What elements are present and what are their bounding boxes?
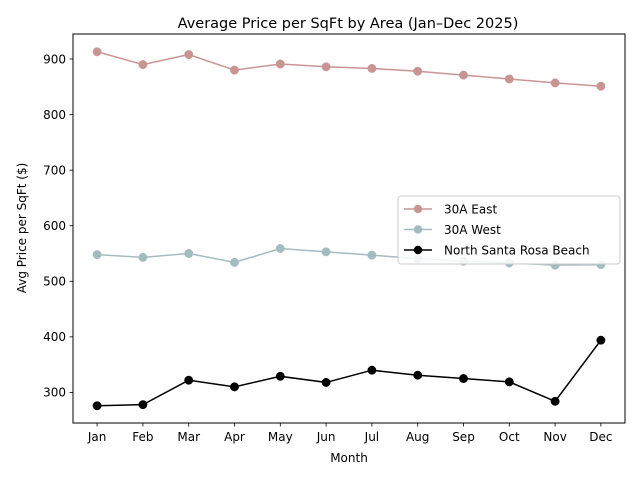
legend-label: 30A West <box>444 223 501 237</box>
legend-label: North Santa Rosa Beach <box>444 243 590 257</box>
data-point-30a-east-may <box>275 59 285 69</box>
legend-item-north-santa-rosa-beach: North Santa Rosa Beach <box>404 243 590 257</box>
x-tick-label-nov: Nov <box>543 430 566 444</box>
data-point-30a-east-jun <box>321 62 331 72</box>
data-point-30a-east-jan <box>92 47 102 57</box>
y-tick-label-900: 900 <box>43 52 66 66</box>
data-point-north-santa-rosa-beach-feb <box>138 400 148 410</box>
data-point-north-santa-rosa-beach-apr <box>230 382 239 392</box>
data-point-30a-west-apr <box>230 257 239 267</box>
x-tick-label-jun: Jun <box>316 430 336 444</box>
plot-frame <box>72 33 626 424</box>
y-axis-title: Avg Price per SqFt ($) <box>15 163 29 294</box>
data-point-north-santa-rosa-beach-sep <box>459 374 468 383</box>
x-tick-label-jan: Jan <box>87 430 107 444</box>
data-point-30a-east-feb <box>138 60 148 70</box>
data-point-30a-east-dec <box>596 81 606 91</box>
data-point-30a-west-feb <box>138 252 148 262</box>
y-tick-label-500: 500 <box>43 275 66 289</box>
data-point-30a-west-mar <box>184 249 194 258</box>
data-point-30a-west-jan <box>92 250 102 260</box>
y-tick-label-700: 700 <box>43 163 66 177</box>
x-tick-label-apr: Apr <box>224 430 245 444</box>
data-point-30a-east-mar <box>184 50 194 60</box>
y-tick-label-300: 300 <box>43 386 66 400</box>
data-point-north-santa-rosa-beach-nov <box>550 396 560 406</box>
data-point-30a-east-sep <box>459 70 468 80</box>
legend-marker-swatch <box>413 245 423 255</box>
data-point-30a-east-apr <box>230 65 239 75</box>
x-tick-label-aug: Aug <box>406 430 429 444</box>
x-axis-title: Month <box>330 451 368 465</box>
legend-marker-swatch <box>413 225 423 234</box>
x-tick-label-dec: Dec <box>589 430 612 444</box>
data-point-north-santa-rosa-beach-oct <box>504 377 514 387</box>
legend-item-30a-east: 30A East <box>404 202 497 216</box>
data-point-30a-east-nov <box>550 78 560 88</box>
series-30a-east <box>92 47 606 91</box>
x-tick-label-may: May <box>268 430 293 444</box>
data-point-north-santa-rosa-beach-aug <box>413 370 423 380</box>
chart-title: Average Price per SqFt by Area (Jan–Dec … <box>178 16 519 32</box>
data-point-north-santa-rosa-beach-jul <box>367 365 377 375</box>
data-point-north-santa-rosa-beach-jun <box>321 377 331 387</box>
data-point-north-santa-rosa-beach-may <box>275 371 285 381</box>
data-point-north-santa-rosa-beach-dec <box>596 335 606 345</box>
y-tick-label-800: 800 <box>43 108 66 122</box>
series-north-santa-rosa-beach <box>92 335 606 411</box>
x-tick-label-mar: Mar <box>177 430 200 444</box>
data-point-30a-west-jun <box>321 247 331 257</box>
x-tick-label-oct: Oct <box>499 430 520 444</box>
x-tick-label-jul: Jul <box>364 430 379 444</box>
x-tick-label-sep: Sep <box>452 430 475 444</box>
y-tick-label-400: 400 <box>43 330 66 344</box>
x-tick-label-feb: Feb <box>132 430 153 444</box>
data-point-30a-west-may <box>275 244 285 253</box>
data-point-30a-east-jul <box>367 64 377 73</box>
legend-frame <box>397 195 621 265</box>
data-point-north-santa-rosa-beach-mar <box>184 375 194 385</box>
data-point-30a-east-oct <box>504 74 514 84</box>
legend-item-30a-west: 30A West <box>404 223 501 237</box>
legend: 30A East 30A West North Santa Rosa Beach <box>397 195 621 265</box>
data-point-30a-east-aug <box>413 66 423 76</box>
y-axis: 300 400 500 600 700 800 900 <box>43 52 73 400</box>
y-tick-label-600: 600 <box>43 219 66 233</box>
x-axis: Jan Feb Mar Apr May Jun Jul Aug Sep Oct Nov Dec <box>87 423 613 444</box>
legend-label: 30A East <box>444 202 497 216</box>
data-point-30a-west-jul <box>367 250 377 260</box>
legend-marker-swatch <box>413 204 423 214</box>
series-line-north-santa-rosa-beach <box>97 339 602 407</box>
series-line-30a-east <box>96 51 601 87</box>
data-point-north-santa-rosa-beach-jan <box>92 401 102 411</box>
